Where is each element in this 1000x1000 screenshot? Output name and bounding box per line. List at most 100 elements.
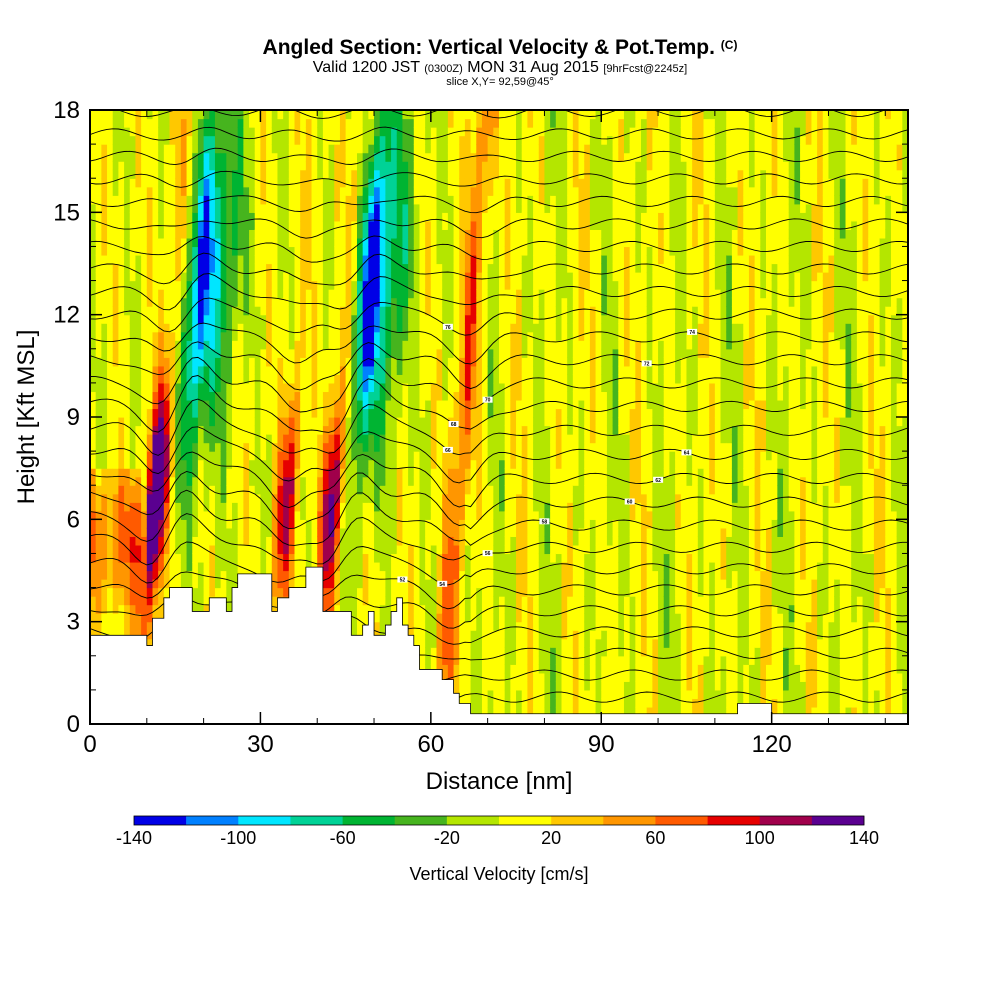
field-cell — [339, 289, 347, 299]
field-cell — [129, 331, 137, 341]
field-cell — [152, 203, 159, 213]
field-cell — [317, 399, 324, 410]
field-cell — [300, 127, 307, 137]
field-cell — [237, 544, 244, 555]
field-cell — [379, 306, 386, 316]
field-cell — [237, 331, 244, 341]
field-cell — [192, 476, 199, 486]
field-cell — [135, 323, 142, 333]
field-cell — [226, 596, 233, 606]
field-cell — [220, 297, 227, 307]
field-cell — [226, 544, 233, 555]
field-cell — [226, 374, 233, 384]
field-cell — [197, 195, 205, 205]
field-cell — [442, 118, 449, 128]
field-cell — [334, 306, 341, 316]
field-cell — [356, 118, 364, 128]
field-cell — [368, 587, 375, 597]
field-cell — [249, 203, 256, 213]
field-cell — [470, 118, 477, 128]
field-cell — [362, 348, 369, 358]
field-cell — [379, 493, 386, 503]
field-cell — [118, 144, 125, 154]
field-cell — [146, 331, 154, 341]
field-cell — [118, 519, 125, 529]
field-cell — [146, 579, 154, 589]
field-cell — [402, 237, 409, 248]
field-cell — [339, 391, 347, 401]
field-cell — [277, 203, 284, 213]
field-cell — [436, 399, 443, 410]
field-cell — [328, 161, 335, 171]
field-cell — [447, 297, 455, 307]
field-cell — [107, 485, 114, 495]
field-cell — [220, 340, 227, 350]
field-cell — [197, 510, 205, 520]
field-cell — [141, 195, 148, 205]
field-cell — [135, 272, 142, 282]
field-cell — [442, 220, 449, 230]
field-cell — [317, 382, 324, 393]
field-cell — [317, 289, 324, 299]
field-cell — [408, 203, 415, 213]
field-cell — [101, 280, 108, 290]
field-cell — [260, 536, 267, 546]
field-cell — [294, 536, 301, 546]
field-cell — [107, 621, 114, 631]
field-cell — [107, 374, 114, 384]
field-cell — [419, 297, 426, 307]
field-cell — [220, 280, 227, 290]
field-cell — [322, 536, 330, 546]
field-cell — [305, 485, 313, 495]
field-cell — [271, 476, 279, 486]
field-cell — [192, 314, 199, 324]
field-cell — [214, 161, 222, 171]
field-cell — [260, 331, 267, 341]
field-cell — [396, 263, 404, 273]
field-cell — [408, 442, 415, 452]
field-cell — [476, 672, 483, 682]
field-cell — [385, 391, 392, 401]
field-cell — [129, 417, 137, 427]
field-cell — [226, 246, 233, 256]
field-cell — [339, 169, 347, 179]
field-cell — [459, 391, 466, 401]
field-cell — [356, 382, 364, 393]
field-cell — [95, 212, 102, 222]
field-cell — [266, 254, 273, 265]
field-cell — [453, 630, 460, 640]
field-cell — [152, 553, 159, 563]
field-cell — [413, 408, 421, 418]
field-cell — [436, 152, 443, 162]
field-cell — [339, 587, 347, 597]
field-cell — [107, 382, 114, 393]
field-cell — [220, 544, 227, 555]
field-cell — [135, 254, 142, 265]
field-cell — [226, 570, 233, 580]
field-cell — [214, 178, 222, 188]
field-cell — [374, 544, 381, 555]
field-cell — [322, 527, 330, 537]
field-cell — [163, 229, 171, 239]
field-cell — [339, 127, 347, 137]
field-cell — [232, 110, 239, 120]
field-cell — [408, 613, 415, 623]
field-cell — [152, 476, 159, 486]
field-cell — [129, 237, 137, 248]
field-cell — [124, 621, 131, 631]
field-cell — [112, 152, 119, 162]
field-cell — [408, 152, 415, 162]
field-cell — [271, 382, 279, 393]
field-cell — [254, 519, 262, 529]
field-cell — [197, 391, 205, 401]
field-cell — [379, 289, 386, 299]
field-cell — [175, 186, 182, 196]
field-cell — [203, 434, 210, 444]
field-cell — [436, 621, 443, 631]
field-cell — [158, 587, 165, 597]
field-cell — [374, 579, 381, 589]
field-cell — [442, 544, 449, 555]
field-cell — [254, 527, 262, 537]
field-cell — [95, 382, 102, 393]
field-cell — [413, 127, 421, 137]
